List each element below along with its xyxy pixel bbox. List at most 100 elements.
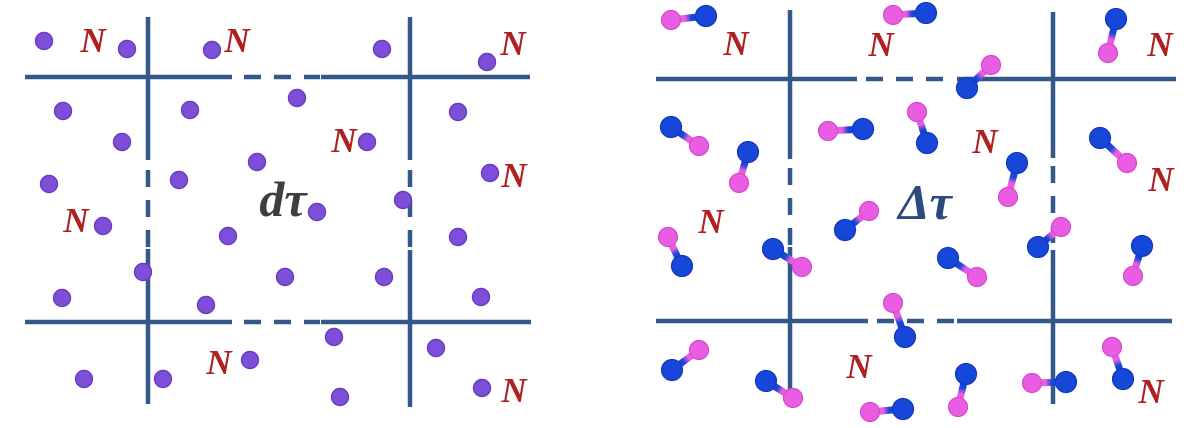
right-panel-dimers bbox=[657, 1, 1154, 423]
monomer-particle bbox=[153, 369, 173, 389]
dimer-blue-end bbox=[914, 1, 938, 25]
particle-count-label: N bbox=[1137, 372, 1165, 411]
dimer-blue-end bbox=[891, 397, 915, 421]
dimer-pink-end bbox=[1050, 216, 1072, 238]
dimer-particle bbox=[659, 115, 710, 157]
particle-count-label: N bbox=[1146, 25, 1174, 64]
dimer-blue-end bbox=[736, 140, 760, 164]
dimer-blue-end bbox=[1026, 235, 1050, 259]
dimer-particle bbox=[761, 237, 813, 278]
particle-count-label: N bbox=[205, 343, 233, 382]
monomer-particle bbox=[93, 216, 113, 236]
dimer-pink-end bbox=[882, 4, 904, 26]
dimer-pink-end bbox=[688, 135, 710, 157]
dimer-pink-end bbox=[858, 200, 880, 222]
dimer-pink-end bbox=[1101, 336, 1123, 358]
dimer-pink-end bbox=[1116, 152, 1138, 174]
monomer-particle bbox=[275, 267, 295, 287]
dimer-blue-end bbox=[694, 4, 718, 28]
dimer-particle bbox=[947, 362, 978, 418]
dimer-particle bbox=[660, 4, 718, 31]
right-panel-count-labels: N N N N N N N N bbox=[697, 24, 1175, 411]
dimer-particle bbox=[660, 339, 710, 382]
monomer-particle bbox=[133, 262, 153, 282]
dimer-pink-end bbox=[728, 172, 750, 194]
dimer-blue-end bbox=[659, 115, 683, 139]
dimer-blue-end bbox=[955, 76, 979, 100]
dimer-pink-end bbox=[1097, 42, 1119, 64]
dimer-blue-end bbox=[1130, 234, 1154, 258]
monomer-particle bbox=[477, 52, 497, 72]
dimer-blue-end bbox=[670, 254, 694, 278]
dimer-pink-end bbox=[1122, 265, 1144, 287]
dimer-blue-end bbox=[754, 369, 778, 393]
dimer-particle bbox=[955, 54, 1002, 100]
dimer-particle bbox=[833, 200, 880, 242]
particle-count-label: N bbox=[867, 25, 895, 64]
monomer-particle bbox=[287, 88, 307, 108]
dimer-blue-end bbox=[833, 218, 857, 242]
particle-count-label: N bbox=[500, 156, 528, 195]
dimer-pink-end bbox=[906, 101, 928, 123]
dimer-blue-end bbox=[915, 131, 939, 155]
monomer-particle bbox=[117, 39, 137, 59]
dimer-particle bbox=[1097, 7, 1128, 64]
monomer-particle bbox=[53, 101, 73, 121]
dimer-particle bbox=[1021, 370, 1078, 394]
dimer-particle bbox=[936, 246, 988, 288]
particle-count-label: N bbox=[697, 202, 725, 241]
dimer-pink-end bbox=[966, 266, 988, 288]
dimer-particle bbox=[882, 292, 917, 349]
monomer-particle bbox=[202, 40, 222, 60]
monomer-particle bbox=[196, 295, 216, 315]
dimer-blue-end bbox=[660, 358, 684, 382]
dimer-blue-end bbox=[851, 117, 875, 141]
dimer-pink-end bbox=[791, 256, 813, 278]
monomer-particle bbox=[247, 152, 267, 172]
dimer-pink-end bbox=[997, 186, 1019, 208]
left-panel-grid bbox=[25, 17, 531, 407]
particle-count-label: N bbox=[971, 122, 999, 161]
monomer-particle bbox=[448, 102, 468, 122]
dimer-blue-end bbox=[936, 246, 960, 270]
dimer-blue-end bbox=[1005, 151, 1029, 175]
particle-count-label: N bbox=[62, 201, 90, 240]
dimer-particle bbox=[1101, 336, 1135, 391]
monomer-particle bbox=[372, 39, 392, 59]
particle-count-label: N bbox=[1147, 160, 1175, 199]
monomer-particle bbox=[34, 31, 54, 51]
dimer-blue-end bbox=[1104, 7, 1128, 31]
dimer-pink-end bbox=[657, 226, 679, 248]
dimer-particle bbox=[657, 226, 694, 278]
particle-count-label: N bbox=[223, 21, 251, 60]
dimer-pink-end bbox=[980, 54, 1002, 76]
dimer-blue-end bbox=[1054, 370, 1078, 394]
dimer-pink-end bbox=[660, 9, 682, 31]
dimer-particle bbox=[754, 369, 804, 409]
particle-count-label: N bbox=[79, 21, 107, 60]
dimer-particle bbox=[859, 397, 915, 423]
dimer-particle bbox=[728, 140, 760, 194]
dimer-pink-end bbox=[688, 339, 710, 361]
monomer-particle bbox=[218, 226, 238, 246]
monomer-particle bbox=[240, 350, 260, 370]
monomer-particle bbox=[74, 369, 94, 389]
dimer-particle bbox=[1026, 216, 1072, 259]
monomer-particle bbox=[324, 327, 344, 347]
monomer-particle bbox=[180, 100, 200, 120]
dimer-blue-end bbox=[893, 325, 917, 349]
monomer-particle bbox=[169, 170, 189, 190]
dimer-particle bbox=[1122, 234, 1154, 287]
dimer-pink-end bbox=[782, 387, 804, 409]
dimer-blue-end bbox=[1111, 367, 1135, 391]
dimer-pink-end bbox=[882, 292, 904, 314]
particle-count-label: N bbox=[845, 347, 873, 386]
monomer-particle bbox=[471, 287, 491, 307]
dimer-blue-end bbox=[1088, 126, 1112, 150]
particle-count-label: N bbox=[500, 371, 528, 410]
monomer-particle bbox=[393, 190, 413, 210]
monomer-particle bbox=[472, 378, 492, 398]
monomer-particle bbox=[374, 267, 394, 287]
